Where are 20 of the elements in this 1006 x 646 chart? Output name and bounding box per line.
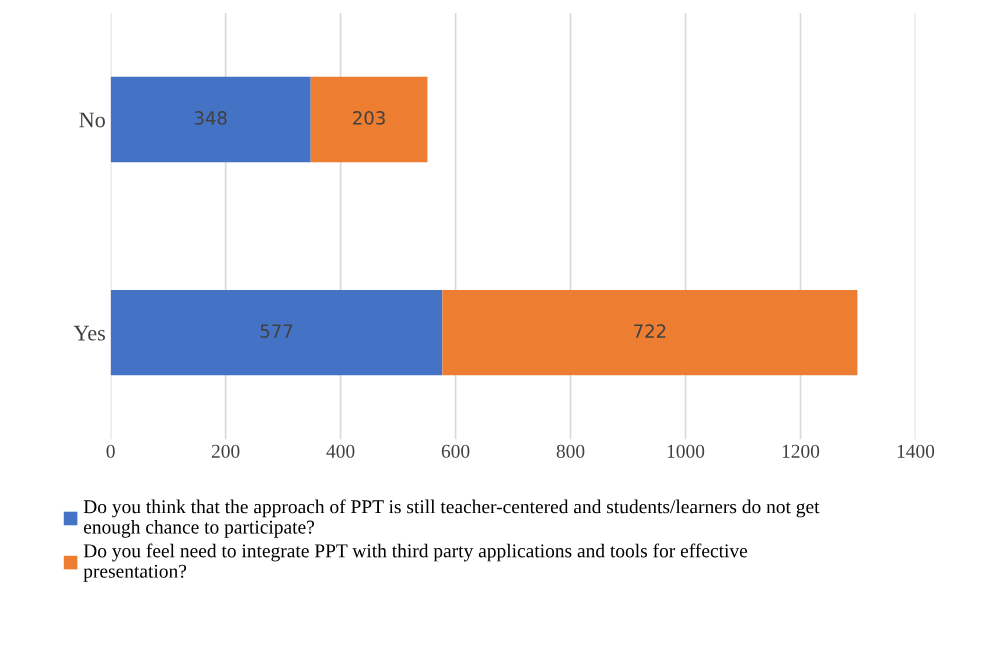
x-tick-label: 400 [326,444,355,458]
y-tick-label: Yes [73,325,105,341]
bar [110,76,311,163]
x-tick-label: 0 [106,444,115,458]
bar [310,76,428,163]
data-label: 348 [194,111,227,125]
data-label: 577 [260,324,293,338]
data-label: 203 [353,111,385,125]
x-tick-label: 1400 [897,444,935,458]
legend-label: Do you think that the approach of PPT is still teacher-centered and students/learners do not get enough chance to participate? [83,499,820,538]
data-label: 722 [634,324,666,338]
x-tick-label: 800 [556,444,585,458]
y-tick-label: No [79,112,105,128]
x-tick-label: 200 [211,444,240,458]
x-tick-label: 1200 [782,444,820,458]
x-tick-label: 1000 [667,444,705,458]
bar [110,290,443,376]
legend-label: Do you feel need to integrate PPT with third party applications and tools for effective presentation? [83,543,748,582]
bar [442,290,858,376]
x-tick-label: 600 [441,444,470,458]
